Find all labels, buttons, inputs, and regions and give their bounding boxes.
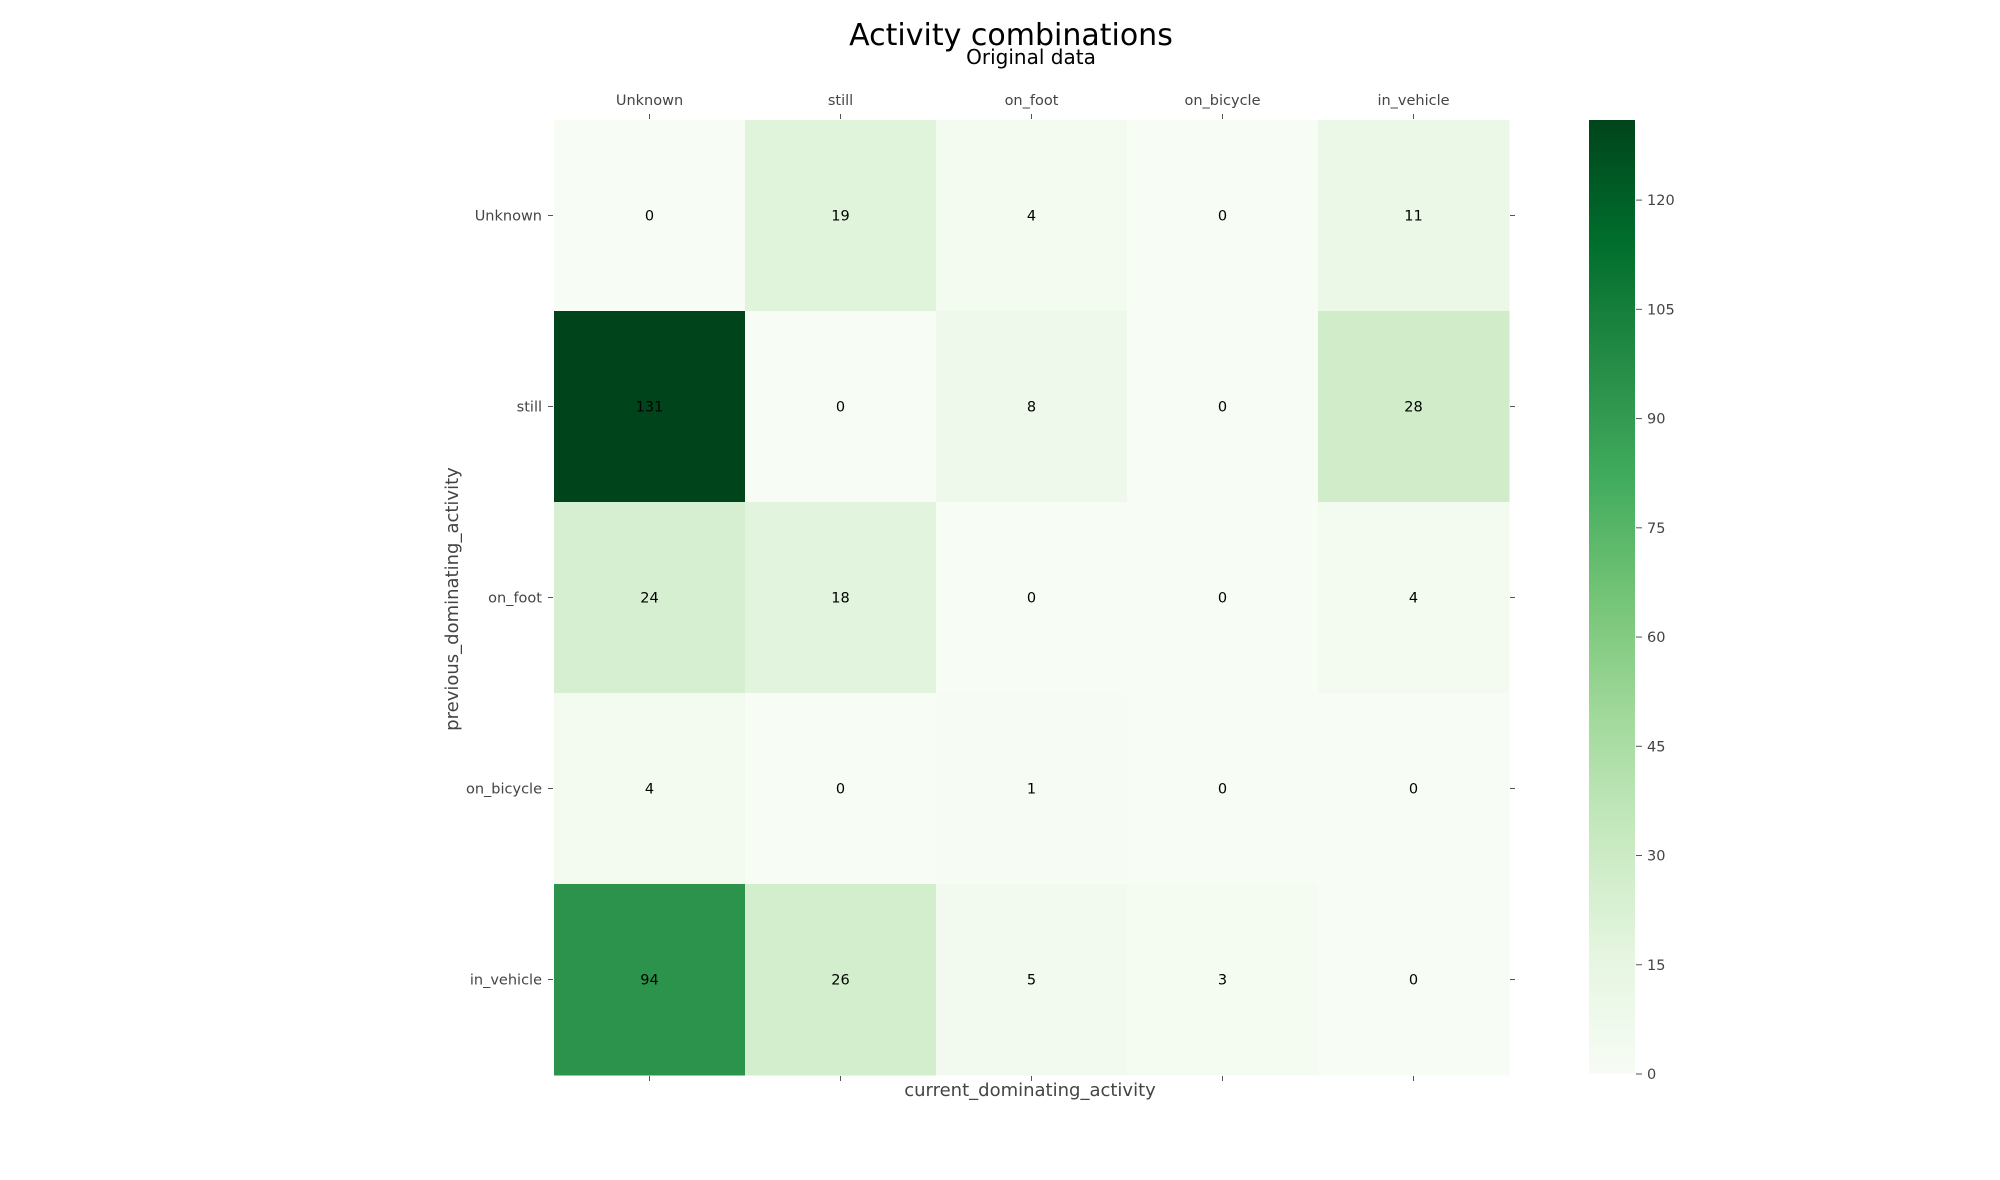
y-tick-label: still	[517, 400, 542, 416]
heatmap-cell-label: 11	[1404, 209, 1422, 225]
heatmap-cell-label: 0	[1218, 591, 1227, 607]
colorbar-tick-label: 30	[1647, 849, 1665, 865]
heatmap-cell-label: 0	[645, 209, 654, 225]
heatmap-cell	[745, 693, 937, 885]
heatmap-cell-label: 0	[1027, 591, 1036, 607]
heatmap-cell-label: 94	[640, 973, 658, 989]
x-tick-label: on_bicycle	[1184, 93, 1260, 109]
colorbar-tick-label: 75	[1647, 521, 1665, 537]
heatmap-cell-label: 4	[1409, 591, 1418, 607]
chart-subtitle: Original data	[966, 45, 1096, 69]
x-tick-label: Unknown	[616, 93, 683, 109]
heatmap-cell	[1127, 502, 1319, 694]
heatmap-cell	[1127, 120, 1319, 312]
heatmap-cell	[1127, 884, 1319, 1076]
heatmap-cell-label: 0	[1218, 209, 1227, 225]
heatmap-cell-label: 5	[1027, 973, 1036, 989]
heatmap-cell	[554, 884, 746, 1076]
heatmap-cell-label: 26	[831, 973, 849, 989]
heatmap-cell	[1318, 311, 1510, 503]
chart-title: Activity combinations	[849, 18, 1173, 53]
x-tick-label: in_vehicle	[1377, 93, 1449, 109]
heatmap-cell	[1318, 120, 1510, 312]
colorbar-tick-label: 90	[1647, 412, 1665, 428]
colorbar-tick-label: 0	[1647, 1067, 1656, 1083]
y-tick-label: in_vehicle	[470, 973, 542, 989]
heatmap-cell-label: 18	[831, 591, 849, 607]
heatmap-cell-label: 131	[636, 400, 664, 416]
colorbar-tick-label: 105	[1647, 302, 1675, 318]
heatmap-cell-label: 0	[1409, 973, 1418, 989]
colorbar-tick-label: 15	[1647, 958, 1665, 974]
heatmap-cell	[554, 693, 746, 885]
heatmap-cell	[554, 120, 746, 312]
colorbar	[1589, 120, 1635, 1074]
heatmap-cell-label: 3	[1218, 973, 1227, 989]
heatmap-cell-label: 0	[836, 782, 845, 798]
heatmap-cell-label: 4	[645, 782, 654, 798]
x-axis-label: current_dominating_activity	[904, 1080, 1156, 1101]
colorbar-ticks: 0 15 30 45 60 75 90 105 120	[1636, 193, 1675, 1083]
heatmap-cell-label: 28	[1404, 400, 1422, 416]
heatmap-cell-label: 19	[831, 209, 849, 225]
heatmap-cell	[745, 884, 937, 1076]
heatmap-cell	[1318, 502, 1510, 694]
heatmap-cell-label: 0	[1218, 782, 1227, 798]
colorbar-tick-label: 120	[1647, 193, 1675, 209]
heatmap-cells	[554, 120, 1510, 1076]
heatmap-cell	[1127, 693, 1319, 885]
heatmap-cell	[1127, 311, 1319, 503]
heatmap-cell	[936, 120, 1128, 312]
y-tick-label: on_foot	[488, 591, 542, 607]
colorbar-tick-label: 60	[1647, 630, 1665, 646]
x-axis-ticks: Unknown still on_foot on_bicycle in_vehicle	[616, 93, 1450, 1081]
heatmap-cell-label: 8	[1027, 400, 1036, 416]
heatmap-cell-label: 0	[836, 400, 845, 416]
x-tick-label: still	[828, 93, 853, 109]
y-tick-label: on_bicycle	[466, 782, 542, 798]
heatmap-cell	[554, 502, 746, 694]
heatmap-cell	[745, 311, 937, 503]
heatmap-cell	[936, 693, 1128, 885]
heatmap-cell-label: 1	[1027, 782, 1036, 798]
heatmap-cell	[554, 311, 746, 503]
heatmap-cell	[1318, 884, 1510, 1076]
heatmap-cell-label: 0	[1218, 400, 1227, 416]
y-axis-label: previous_dominating_activity	[442, 467, 463, 731]
heatmap-cell	[936, 311, 1128, 503]
heatmap-cell	[1318, 693, 1510, 885]
colorbar-tick-label: 45	[1647, 739, 1665, 755]
heatmap-cell-labels: 0 19 4 0 11 131 0 8 0 28 24 18 0 0 4 4 0 1 0 0 94 26 5 3 0	[636, 209, 1423, 989]
heatmap-cell	[745, 120, 937, 312]
heatmap-cell-label: 0	[1409, 782, 1418, 798]
heatmap-cell-label: 24	[640, 591, 658, 607]
heatmap-cell	[936, 884, 1128, 1076]
heatmap-cell	[745, 502, 937, 694]
y-axis-ticks: Unknown still on_foot on_bicycle in_vehicle	[466, 209, 1515, 989]
heatmap-cell	[936, 502, 1128, 694]
y-tick-label: Unknown	[475, 209, 542, 225]
heatmap-cell-label: 4	[1027, 209, 1036, 225]
x-tick-label: on_foot	[1005, 93, 1059, 109]
